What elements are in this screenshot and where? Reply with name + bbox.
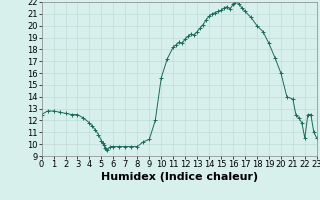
X-axis label: Humidex (Indice chaleur): Humidex (Indice chaleur) bbox=[100, 172, 258, 182]
